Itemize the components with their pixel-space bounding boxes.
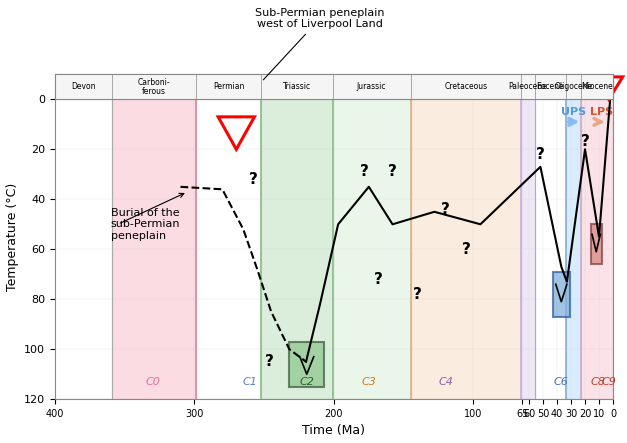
Text: ?: ? — [374, 272, 383, 287]
Text: C1: C1 — [243, 377, 258, 387]
Bar — [112, 74, 196, 99]
Text: C4: C4 — [438, 377, 453, 387]
Text: UPS: UPS — [561, 107, 586, 117]
Text: ?: ? — [248, 172, 258, 187]
Text: Sub-Permian peneplain
west of Liverpool Land: Sub-Permian peneplain west of Liverpool … — [255, 8, 385, 80]
Bar — [55, 74, 613, 99]
Text: Carboni-
ferous: Carboni- ferous — [138, 78, 171, 96]
Text: C6: C6 — [554, 377, 569, 387]
Bar — [566, 74, 581, 399]
Text: ?: ? — [413, 287, 422, 302]
Text: Triassic: Triassic — [283, 82, 311, 91]
Text: Permian: Permian — [213, 82, 245, 91]
Text: ?: ? — [462, 242, 471, 257]
Text: Miocene: Miocene — [581, 82, 613, 91]
Bar — [566, 74, 581, 99]
Bar — [261, 74, 332, 99]
Bar — [332, 74, 411, 399]
Bar — [521, 74, 535, 399]
Text: C2: C2 — [300, 377, 315, 387]
Text: Oligocene: Oligocene — [554, 82, 593, 91]
Text: ?: ? — [536, 147, 545, 162]
Text: ?: ? — [581, 134, 589, 149]
Text: Devon: Devon — [71, 82, 96, 91]
Bar — [112, 74, 196, 399]
Text: Cretaceous: Cretaceous — [444, 82, 487, 91]
Text: C8: C8 — [590, 377, 605, 387]
Text: ?: ? — [388, 164, 397, 179]
Bar — [196, 74, 261, 99]
Bar — [591, 224, 602, 264]
Text: Jurassic: Jurassic — [357, 82, 386, 91]
Bar — [332, 74, 411, 99]
Bar — [261, 74, 332, 399]
Text: C3: C3 — [361, 377, 376, 387]
Text: ?: ? — [265, 354, 274, 369]
Bar — [55, 74, 112, 99]
Text: ?: ? — [441, 202, 450, 217]
Text: Burial of the
sub-Permian
peneplain: Burial of the sub-Permian peneplain — [111, 208, 180, 241]
Bar — [535, 74, 566, 99]
Text: LPS: LPS — [589, 107, 613, 117]
Bar — [411, 74, 521, 99]
Bar — [581, 74, 613, 399]
Y-axis label: Temperature (°C): Temperature (°C) — [6, 183, 19, 291]
Bar — [553, 272, 570, 317]
Text: C0: C0 — [145, 377, 160, 387]
Text: ?: ? — [360, 164, 369, 179]
Bar — [521, 74, 535, 99]
Text: C9: C9 — [601, 377, 616, 387]
Text: Paleocene: Paleocene — [508, 82, 547, 91]
Bar — [581, 74, 613, 99]
Bar — [411, 74, 521, 399]
Text: Eocene: Eocene — [537, 82, 564, 91]
Bar — [289, 342, 324, 387]
X-axis label: Time (Ma): Time (Ma) — [302, 424, 366, 437]
